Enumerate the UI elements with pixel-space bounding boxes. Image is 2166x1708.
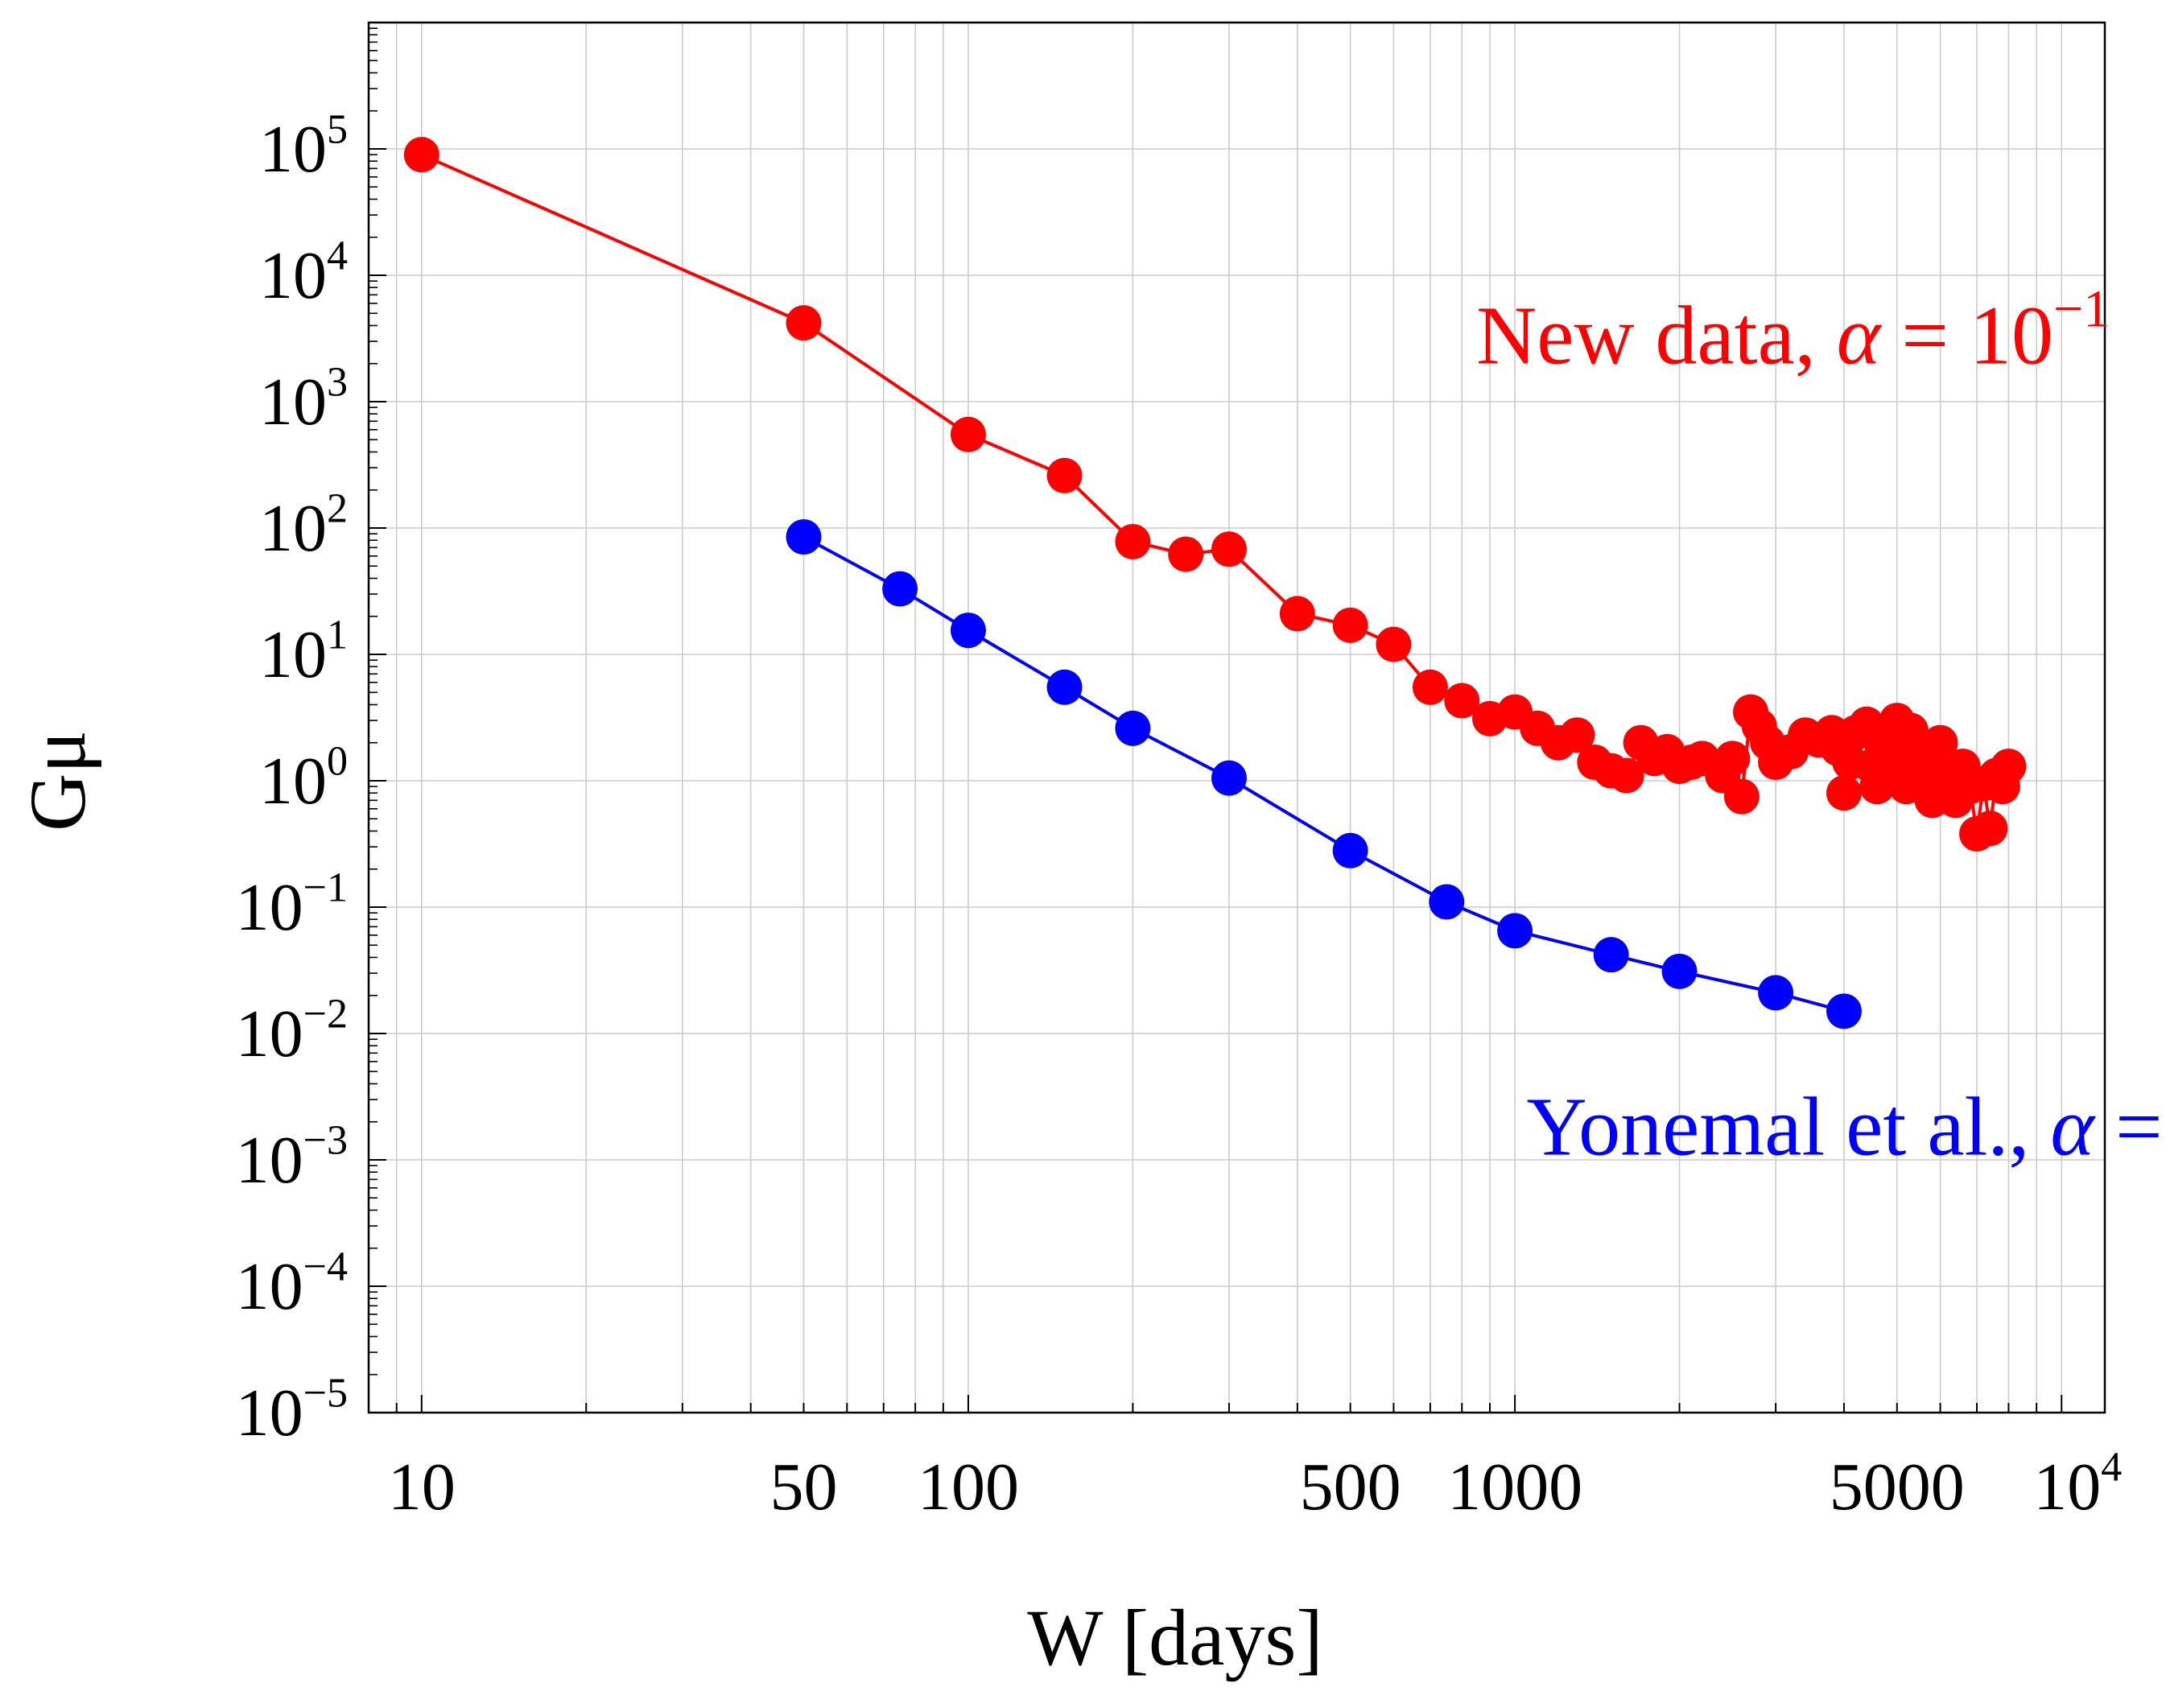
y-tick-label: 100 [259, 739, 348, 819]
data-point [1559, 717, 1595, 753]
x-axis-label: W [days] [1027, 1593, 1322, 1682]
data-point [1115, 710, 1151, 746]
data-point [950, 613, 986, 649]
legend-label: New data, α = 10−1 [1476, 280, 2110, 382]
y-tick-label: 10−3 [236, 1118, 348, 1198]
y-axis-label: Gμ [13, 730, 102, 831]
data-point [403, 137, 439, 173]
data-point [1608, 757, 1644, 794]
data-point [1376, 626, 1412, 662]
data-point [1991, 749, 2027, 785]
data-point [1332, 607, 1368, 643]
legend-label: Yonemal et al., α = 10−1 [1526, 1071, 2166, 1174]
x-tick-label: 1000 [1447, 1450, 1582, 1524]
data-point [1826, 775, 1862, 811]
data-point [1429, 884, 1465, 920]
y-tick-label: 10−1 [236, 865, 348, 945]
x-tick-label: 100 [918, 1450, 1019, 1524]
data-point [1444, 683, 1480, 719]
series-layer [403, 137, 2027, 1029]
data-point [1279, 596, 1315, 632]
y-tick-label: 104 [259, 233, 348, 313]
data-point [1211, 760, 1247, 796]
data-point [1714, 741, 1751, 777]
data-point [1972, 811, 2008, 847]
series-yonemal-et-al- [786, 519, 1862, 1029]
y-tick-label: 10−4 [236, 1244, 348, 1324]
plot-frame [367, 21, 2106, 1414]
data-point [1758, 975, 1794, 1011]
y-tick-label: 102 [259, 486, 348, 566]
x-tick-label: 104 [2033, 1445, 2122, 1524]
data-point [1661, 953, 1698, 989]
data-point [1412, 669, 1448, 705]
data-point [1922, 724, 1958, 761]
ticks [368, 27, 2063, 1413]
x-tick-label: 500 [1300, 1450, 1401, 1524]
data-point [882, 571, 918, 607]
x-tick-label: 10 [388, 1450, 456, 1524]
data-point [1826, 993, 1862, 1029]
data-point [786, 519, 822, 555]
data-point [786, 305, 822, 341]
x-tick-label: 50 [770, 1450, 838, 1524]
data-point [1497, 913, 1533, 949]
x-tick-label: 5000 [1830, 1450, 1965, 1524]
y-tick-label: 103 [259, 360, 348, 439]
data-point [1168, 536, 1204, 572]
data-point [1723, 778, 1760, 815]
series-new-data [403, 137, 2027, 852]
data-point [950, 416, 986, 452]
legend-layer: New data, α = 10−1 Yonemal et al., α = 10… [1476, 280, 2166, 1174]
data-point [1046, 669, 1083, 705]
y-tick-label: 10−5 [236, 1371, 348, 1450]
data-point [1332, 832, 1368, 868]
y-tick-label: 105 [259, 107, 348, 187]
data-point [1211, 531, 1247, 567]
data-point [1115, 523, 1151, 559]
data-point [1046, 457, 1083, 493]
y-tick-label: 10−2 [236, 992, 348, 1071]
y-tick-label: 101 [259, 613, 348, 692]
data-point [1593, 937, 1629, 973]
tick-labels: 10 50 100 500 1000 5000 104 105 104 103 102 101 100 1… [236, 107, 2123, 1524]
